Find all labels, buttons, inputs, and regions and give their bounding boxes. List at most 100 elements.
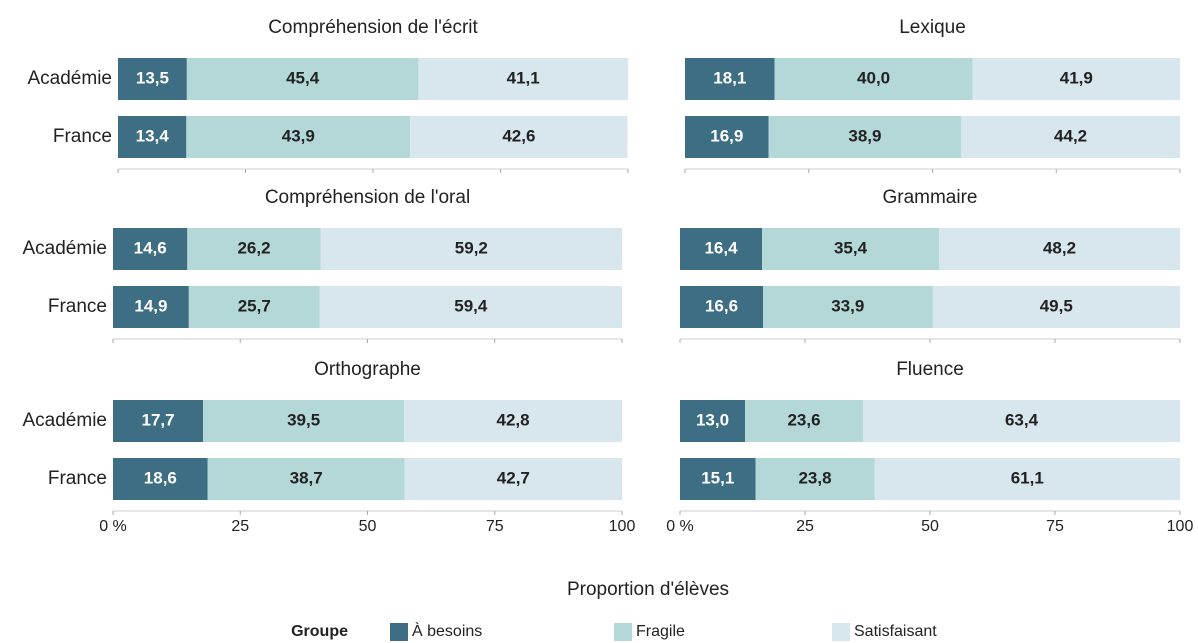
bar-segment	[203, 400, 405, 442]
value-label: 17,7	[141, 410, 174, 429]
bar-segment	[207, 458, 405, 500]
value-label: 16,9	[710, 126, 743, 145]
value-label: 23,6	[787, 410, 820, 429]
category-label: Académie	[28, 68, 113, 89]
x-axis-label: Proportion d'élèves	[567, 579, 729, 600]
value-label: 16,6	[705, 296, 738, 315]
bar-segment	[774, 58, 973, 100]
bar-segment	[188, 286, 320, 328]
value-label: 42,6	[502, 126, 535, 145]
chart-title: Orthographe	[314, 359, 421, 380]
bar-segment	[418, 58, 628, 100]
category-label: France	[53, 126, 112, 147]
chart-title: Grammaire	[882, 187, 977, 208]
bar-segment	[680, 286, 763, 328]
legend-swatch	[614, 623, 632, 641]
bar-segment	[410, 116, 628, 158]
value-label: 59,2	[455, 238, 488, 257]
value-label: 16,4	[704, 238, 738, 257]
value-label: 15,1	[701, 468, 734, 487]
x-tick-label: 75	[1046, 518, 1064, 535]
value-label: 40,0	[857, 68, 890, 87]
value-label: 13,5	[136, 68, 169, 87]
value-label: 61,1	[1011, 468, 1044, 487]
bar-segment	[186, 116, 411, 158]
bar-segment	[113, 228, 188, 270]
bar-segment	[680, 400, 745, 442]
bar-segment	[961, 116, 1180, 158]
chart-title: Compréhension de l'écrit	[268, 17, 478, 38]
category-label: Académie	[23, 410, 108, 431]
bar-segment	[113, 286, 189, 328]
bar-segment	[755, 458, 875, 500]
bar-segment	[187, 228, 321, 270]
value-label: 45,4	[286, 68, 320, 87]
bar-segment	[863, 400, 1180, 442]
bar-segment	[685, 58, 775, 100]
value-label: 42,7	[497, 468, 530, 487]
bar-segment	[972, 58, 1180, 100]
value-label: 23,8	[798, 468, 831, 487]
x-tick-label: 75	[486, 518, 504, 535]
bar-segment	[113, 458, 208, 500]
value-label: 44,2	[1054, 126, 1087, 145]
bar-segment	[874, 458, 1180, 500]
legend-label: Satisfaisant	[854, 623, 937, 640]
bar-segment	[113, 400, 204, 442]
chart-title: Fluence	[896, 359, 964, 380]
bar-segment	[762, 228, 939, 270]
category-label: France	[48, 468, 107, 489]
legend-title: Groupe	[291, 623, 348, 640]
legend-swatch	[390, 623, 408, 641]
value-label: 25,7	[238, 296, 271, 315]
x-tick-label: 100	[1167, 518, 1194, 535]
bar-segment	[118, 58, 187, 100]
bar-segment	[685, 116, 769, 158]
value-label: 42,8	[497, 410, 530, 429]
value-label: 63,4	[1005, 410, 1039, 429]
value-label: 14,9	[134, 296, 167, 315]
value-label: 38,7	[290, 468, 323, 487]
bar-segment	[404, 458, 622, 500]
value-label: 33,9	[831, 296, 864, 315]
value-label: 41,1	[507, 68, 540, 87]
value-label: 48,2	[1043, 238, 1076, 257]
legend-label: À besoins	[412, 621, 482, 640]
x-tick-label: 50	[359, 518, 377, 535]
x-tick-label: 0 %	[99, 518, 127, 535]
value-label: 18,6	[144, 468, 177, 487]
value-label: 43,9	[282, 126, 315, 145]
bar-segment	[320, 228, 622, 270]
value-label: 35,4	[834, 238, 868, 257]
bar-segment	[319, 286, 622, 328]
chart-title: Lexique	[899, 17, 966, 38]
bar-segment	[118, 116, 187, 158]
chart-title: Compréhension de l'oral	[265, 187, 470, 208]
bar-segment	[186, 58, 419, 100]
bar-segment	[680, 458, 756, 500]
bar-segment	[932, 286, 1180, 328]
value-label: 59,4	[454, 296, 488, 315]
category-label: France	[48, 296, 107, 317]
category-label: Académie	[23, 238, 108, 259]
legend-label: Fragile	[636, 623, 685, 640]
bar-segment	[768, 116, 962, 158]
x-tick-label: 100	[609, 518, 636, 535]
x-tick-label: 25	[231, 518, 249, 535]
value-label: 13,0	[696, 410, 729, 429]
x-tick-label: 50	[921, 518, 939, 535]
value-label: 14,6	[134, 238, 167, 257]
x-tick-label: 25	[796, 518, 814, 535]
bar-segment	[763, 286, 933, 328]
value-label: 49,5	[1040, 296, 1073, 315]
legend-swatch	[832, 623, 850, 641]
bar-segment	[404, 400, 622, 442]
bar-segment	[745, 400, 863, 442]
x-tick-label: 0 %	[666, 518, 694, 535]
value-label: 13,4	[136, 126, 170, 145]
value-label: 26,2	[237, 238, 270, 257]
bar-segment	[680, 228, 762, 270]
value-label: 39,5	[287, 410, 320, 429]
bar-segment	[939, 228, 1180, 270]
